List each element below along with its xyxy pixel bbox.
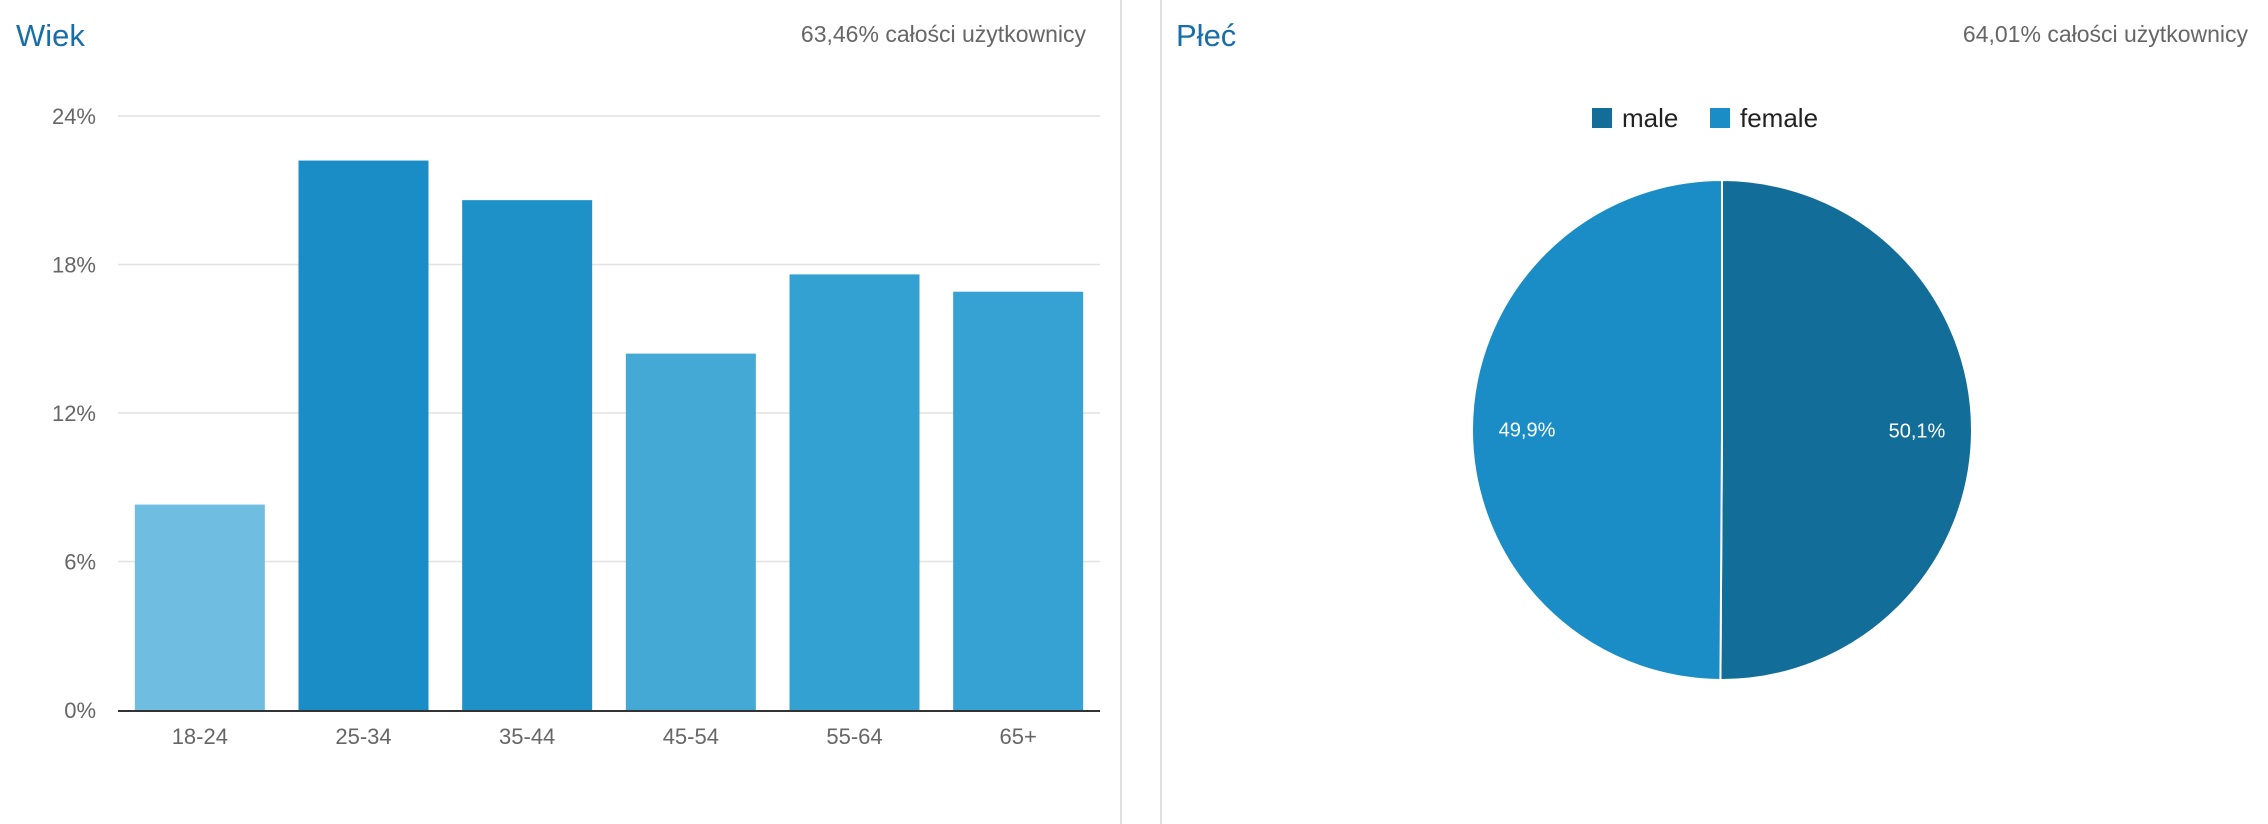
gender-card: Płeć 64,01% całości użytkownicy male fema… [1162, 0, 2268, 824]
bar-y-tick-labels: 0% 6% 12% 18% 24% [52, 104, 96, 723]
x-tick-label: 25-34 [335, 724, 391, 749]
pie-slice-labels: 50,1% 49,9% [1499, 419, 1946, 442]
pie-label-male: 50,1% [1889, 421, 1946, 443]
bar-25-34[interactable] [298, 160, 429, 711]
pie-slice-female[interactable] [1471, 178, 1723, 682]
y-tick-label: 6% [64, 550, 96, 575]
legend-swatch-female [1710, 108, 1730, 128]
panel-divider-left [1120, 0, 1122, 824]
panel-divider-right [1160, 0, 1162, 824]
x-tick-label: 45-54 [663, 724, 719, 749]
bar-45-54[interactable] [625, 353, 756, 710]
gender-card-subtitle: 64,01% całości użytkownicy [1962, 21, 2248, 47]
bar-x-tick-labels: 18-24 25-34 35-44 45-54 55-64 65+ [172, 724, 1037, 749]
x-tick-label: 18-24 [172, 724, 228, 749]
bar-65+[interactable] [953, 291, 1084, 710]
pie-slice-male[interactable] [1719, 178, 1974, 681]
pie-legend: male female [1592, 103, 1818, 133]
x-tick-label: 55-64 [826, 724, 882, 749]
y-tick-label: 12% [52, 401, 96, 426]
x-tick-label: 35-44 [499, 724, 555, 749]
age-bar-chart: 0% 6% 12% 18% 24% 18-24 25-34 35-44 45-54 55-64 6… [52, 104, 1100, 749]
y-tick-label: 18% [52, 253, 96, 278]
bar-35-44[interactable] [462, 200, 593, 710]
bar-series [134, 160, 1084, 711]
bar-55-64[interactable] [789, 274, 920, 710]
pie-label-female: 49,9% [1499, 419, 1556, 441]
gender-card-title: Płeć [1176, 18, 1237, 53]
age-card: Wiek 63,46% całości użytkownicy 0% 6% 12% 1… [0, 0, 1120, 824]
y-tick-label: 24% [52, 104, 96, 129]
x-tick-label: 65+ [1000, 724, 1037, 749]
pie-slices [1471, 178, 1974, 682]
age-card-title: Wiek [16, 18, 85, 53]
gender-pie-chart: male female 50,1% 49,9% [1471, 103, 1974, 682]
bar-18-24[interactable] [134, 504, 265, 710]
legend-label-female[interactable]: female [1740, 103, 1818, 133]
y-tick-label: 0% [64, 698, 96, 723]
legend-label-male[interactable]: male [1622, 103, 1678, 133]
age-card-subtitle: 63,46% całości użytkownicy [800, 21, 1086, 47]
legend-swatch-male [1592, 108, 1612, 128]
bar-gridlines [118, 115, 1100, 563]
